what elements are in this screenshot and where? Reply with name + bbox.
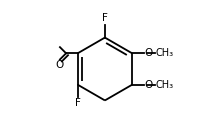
Text: CH₃: CH₃ [155, 48, 173, 58]
Text: O: O [145, 48, 153, 58]
Text: CH₃: CH₃ [155, 80, 173, 90]
Text: F: F [75, 98, 81, 108]
Text: F: F [102, 13, 108, 23]
Text: O: O [55, 60, 63, 70]
Text: O: O [145, 80, 153, 90]
